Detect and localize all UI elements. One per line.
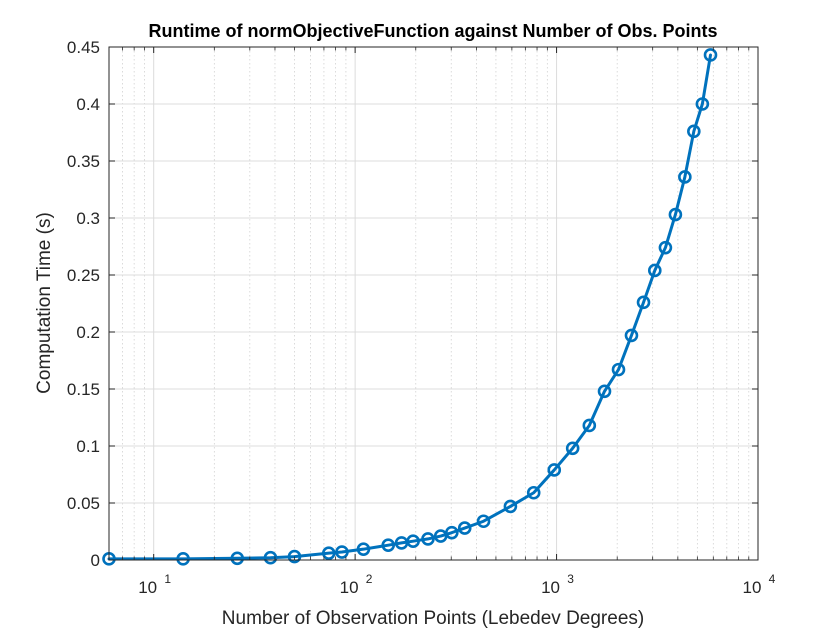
- data-point: [503, 499, 518, 514]
- data-point: [421, 532, 435, 546]
- data-point: [597, 384, 612, 399]
- data-point: [230, 551, 245, 566]
- x-tick-label-exponent: 4: [769, 572, 776, 586]
- data-point: [582, 418, 597, 433]
- plot-frame: [108, 46, 759, 561]
- y-tick-label: 0.05: [67, 494, 100, 513]
- data-point: [636, 295, 651, 310]
- series-line: [107, 53, 712, 561]
- y-tick-label: 0.15: [67, 380, 100, 399]
- data-point: [263, 550, 278, 565]
- x-tick-labels: 10 1 10 2 10 3 10 4: [138, 572, 775, 597]
- series-layer: [102, 48, 718, 566]
- y-tick-label: 0.2: [76, 323, 100, 342]
- data-point: [668, 207, 683, 222]
- data-point: [476, 514, 491, 529]
- y-tick-labels: 0 0.05 0.1 0.15 0.2 0.25 0.3 0.35 0.4 0.45: [67, 38, 100, 570]
- y-axis-label: Computation Time (s): [34, 212, 55, 394]
- y-tick-label: 0.25: [67, 266, 100, 285]
- minor-grid: [108, 47, 750, 560]
- y-tick-label: 0.3: [76, 209, 100, 228]
- plot-area: [109, 47, 758, 560]
- x-tick-label: 10: [340, 578, 359, 597]
- chart-title: Runtime of normObjectiveFunction against…: [148, 21, 717, 41]
- y-tick-label: 0: [91, 551, 100, 570]
- data-point: [287, 549, 302, 564]
- data-point: [176, 552, 190, 566]
- data-point: [321, 546, 336, 560]
- data-point: [406, 534, 420, 548]
- y-tick-label: 0.1: [76, 437, 100, 456]
- tick-marks: [108, 46, 759, 561]
- x-tick-label: 10: [138, 578, 157, 597]
- x-axis-label: Number of Observation Points (Lebedev De…: [222, 608, 644, 629]
- data-point: [457, 521, 472, 535]
- data-point: [547, 463, 562, 477]
- y-tick-label: 0.45: [67, 38, 100, 57]
- data-point: [695, 97, 710, 111]
- data-point: [433, 529, 448, 543]
- x-tick-label-exponent: 1: [164, 572, 171, 586]
- data-point: [526, 485, 541, 500]
- data-point: [356, 542, 371, 556]
- data-point: [335, 545, 349, 559]
- data-point: [445, 525, 459, 540]
- data-point: [565, 441, 580, 456]
- data-point: [687, 124, 701, 139]
- x-tick-label: 10: [743, 578, 762, 597]
- x-tick-label-exponent: 2: [366, 572, 373, 586]
- y-tick-label: 0.4: [76, 95, 100, 114]
- data-point: [703, 48, 718, 62]
- data-point: [381, 538, 396, 552]
- x-tick-label: 10: [541, 578, 560, 597]
- data-point: [678, 170, 692, 184]
- y-tick-label: 0.35: [67, 152, 100, 171]
- data-point: [394, 536, 409, 550]
- data-point: [611, 362, 626, 377]
- data-point: [647, 263, 662, 278]
- x-tick-label-exponent: 3: [567, 572, 574, 586]
- data-point: [624, 328, 639, 343]
- data-point: [658, 240, 673, 255]
